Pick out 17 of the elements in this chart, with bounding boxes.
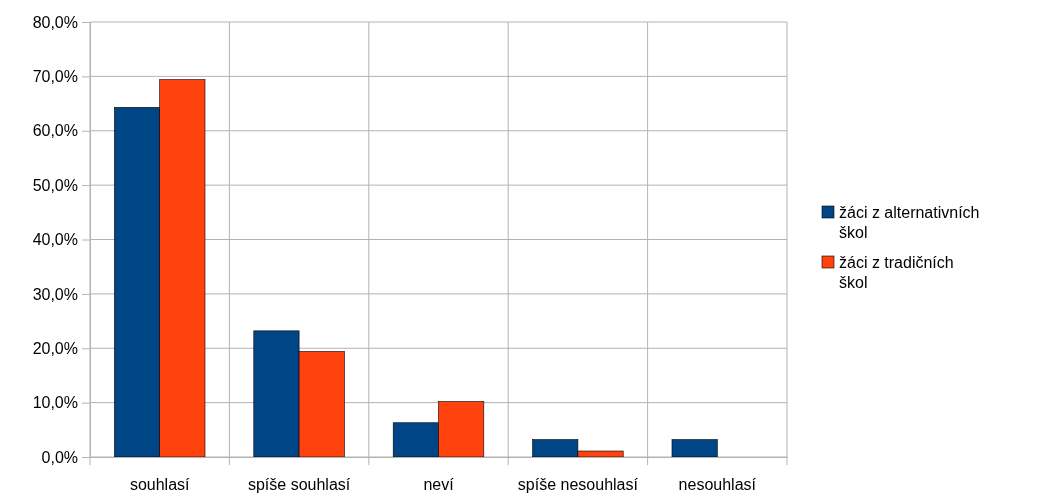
bar [671,439,718,458]
y-tick-label: 70,0% [32,68,78,85]
y-tick-label: 80,0% [32,13,78,31]
legend-label: žáci z alternativních škol [839,204,980,241]
legend-label: žáci z tradičních škol [839,254,954,291]
x-tick-label: nesouhlasí [678,476,757,494]
x-tick-label: souhlasí [129,476,191,494]
y-tick-label: 0,0% [41,448,78,466]
y-tick-label: 40,0% [32,231,78,249]
x-tick-label: spíše souhlasí [247,476,351,494]
y-tick-label: 30,0% [32,285,78,303]
x-tick-label: spíše nesouhlasí [517,476,639,494]
y-tick-label: 50,0% [32,176,78,194]
x-tick-label: neví [423,476,455,494]
y-tick-label: 20,0% [32,339,78,357]
y-tick-label: 60,0% [32,122,78,140]
y-tick-label: 10,0% [32,394,78,412]
